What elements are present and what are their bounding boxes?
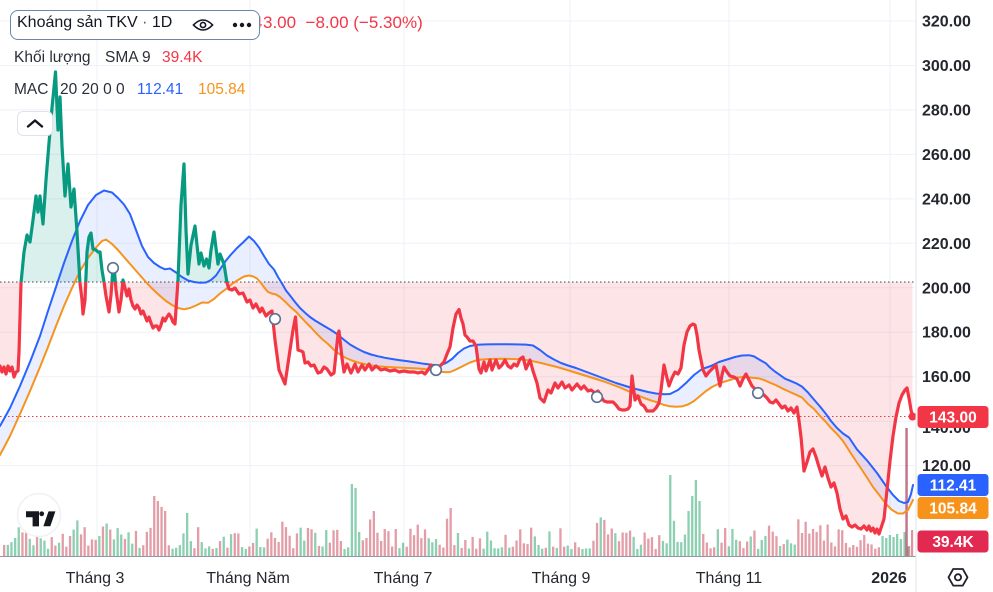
svg-text:300.00: 300.00	[922, 58, 971, 75]
svg-text:320.00: 320.00	[922, 14, 971, 31]
svg-text:Tháng 9: Tháng 9	[532, 570, 591, 587]
svg-text:143.00: 143.00	[929, 410, 976, 427]
svg-text:240.00: 240.00	[922, 191, 971, 208]
svg-text:280.00: 280.00	[922, 102, 971, 119]
svg-text:260.00: 260.00	[922, 147, 971, 164]
svg-text:120.00: 120.00	[922, 458, 971, 475]
svg-text:Tháng 7: Tháng 7	[374, 570, 433, 587]
svg-text:200.00: 200.00	[922, 280, 971, 297]
svg-text:105.84: 105.84	[929, 501, 977, 518]
svg-text:160.00: 160.00	[922, 369, 971, 386]
svg-text:Tháng Năm: Tháng Năm	[206, 570, 290, 587]
svg-text:220.00: 220.00	[922, 236, 971, 253]
svg-text:112.41: 112.41	[930, 478, 977, 495]
svg-text:Tháng 3: Tháng 3	[66, 570, 125, 587]
svg-text:180.00: 180.00	[922, 325, 971, 342]
svg-text:Tháng 11: Tháng 11	[696, 570, 763, 587]
svg-text:2026: 2026	[871, 570, 907, 587]
svg-text:39.4K: 39.4K	[932, 534, 974, 551]
